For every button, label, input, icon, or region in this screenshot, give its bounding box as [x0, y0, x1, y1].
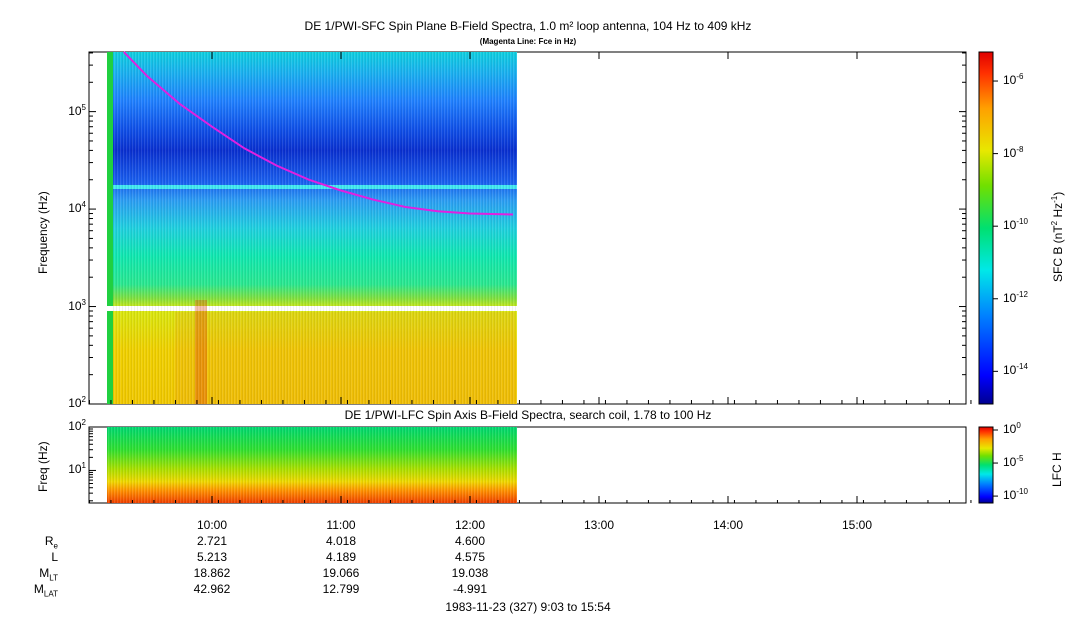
ephemeris-value: 2.721 — [196, 534, 228, 548]
ephemeris-value: 5.213 — [196, 550, 228, 564]
sfc-colorbar-label: SFC B (nT2 Hz-1) — [1050, 191, 1065, 282]
lfc-title: DE 1/PWI-LFC Spin Axis B-Field Spectra, … — [344, 408, 712, 422]
sfc-ytick-label: 102 — [68, 395, 86, 410]
sfc-ytick-label: 104 — [68, 200, 86, 216]
ephemeris-value: 4.575 — [454, 550, 486, 564]
sfc-colorbar — [978, 51, 994, 405]
fce-line — [123, 51, 514, 216]
lfc-ytick-label: 101 — [68, 461, 86, 477]
ephemeris-value: 19.038 — [451, 566, 489, 580]
sfc-cbar-tick-label: 10-14 — [1003, 362, 1028, 378]
sfc-edge-column — [107, 52, 113, 404]
ephemeris-row-label: MLT — [39, 566, 58, 583]
lfc-cbar-tick-label: 10-10 — [1003, 487, 1028, 503]
ephemeris-row-label: L — [51, 550, 58, 564]
ephemeris-value: 4.600 — [454, 534, 486, 548]
lfc-colorbar — [978, 426, 994, 504]
lfc-colorbar-label: LFC H — [1050, 452, 1064, 487]
ephemeris-row-label: MLAT — [33, 582, 58, 599]
ephemeris-value: -4.991 — [452, 582, 488, 596]
sfc-cbar-tick-label: 10-10 — [1003, 217, 1028, 233]
sfc-cbar-tick-label: 10-12 — [1003, 289, 1028, 305]
ephemeris-value: 18.862 — [193, 566, 231, 580]
sfc-ylabel: Frequency (Hz) — [36, 191, 50, 274]
ephemeris-value: 4.189 — [325, 550, 357, 564]
sfc-subtitle: (Magenta Line: Fce in Hz) — [479, 37, 577, 46]
sfc-cbar-tick-label: 10-8 — [1003, 144, 1024, 160]
time-range-footer: 1983-11-23 (327) 9:03 to 15:54 — [445, 600, 611, 614]
time-tick-label: 12:00 — [454, 518, 486, 532]
time-tick-label: 14:00 — [712, 518, 744, 532]
time-tick-label: 15:00 — [841, 518, 873, 532]
time-tick-label: 13:00 — [583, 518, 615, 532]
lfc-ylabel: Freq (Hz) — [36, 441, 50, 492]
ephemeris-value: 42.962 — [193, 582, 231, 596]
sfc-panel — [88, 51, 967, 405]
ephemeris-value: 19.066 — [322, 566, 360, 580]
time-tick-label: 10:00 — [196, 518, 228, 532]
lfc-panel — [88, 426, 967, 504]
sfc-cbar-tick-label: 10-6 — [1003, 72, 1024, 88]
ephemeris-value: 12.799 — [322, 582, 360, 596]
lfc-cbar-tick-label: 100 — [1003, 421, 1021, 436]
time-tick-label: 11:00 — [326, 518, 356, 532]
ephemeris-row-label: Re — [44, 534, 58, 551]
lfc-cbar-tick-label: 10-5 — [1003, 454, 1024, 470]
sfc-title: DE 1/PWI-SFC Spin Plane B-Field Spectra,… — [304, 19, 752, 33]
sfc-ytick-label: 103 — [68, 297, 86, 313]
lfc-ytick-label: 102 — [68, 418, 86, 433]
sfc-ytick-label: 105 — [68, 102, 86, 118]
ephemeris-value: 4.018 — [325, 534, 357, 548]
